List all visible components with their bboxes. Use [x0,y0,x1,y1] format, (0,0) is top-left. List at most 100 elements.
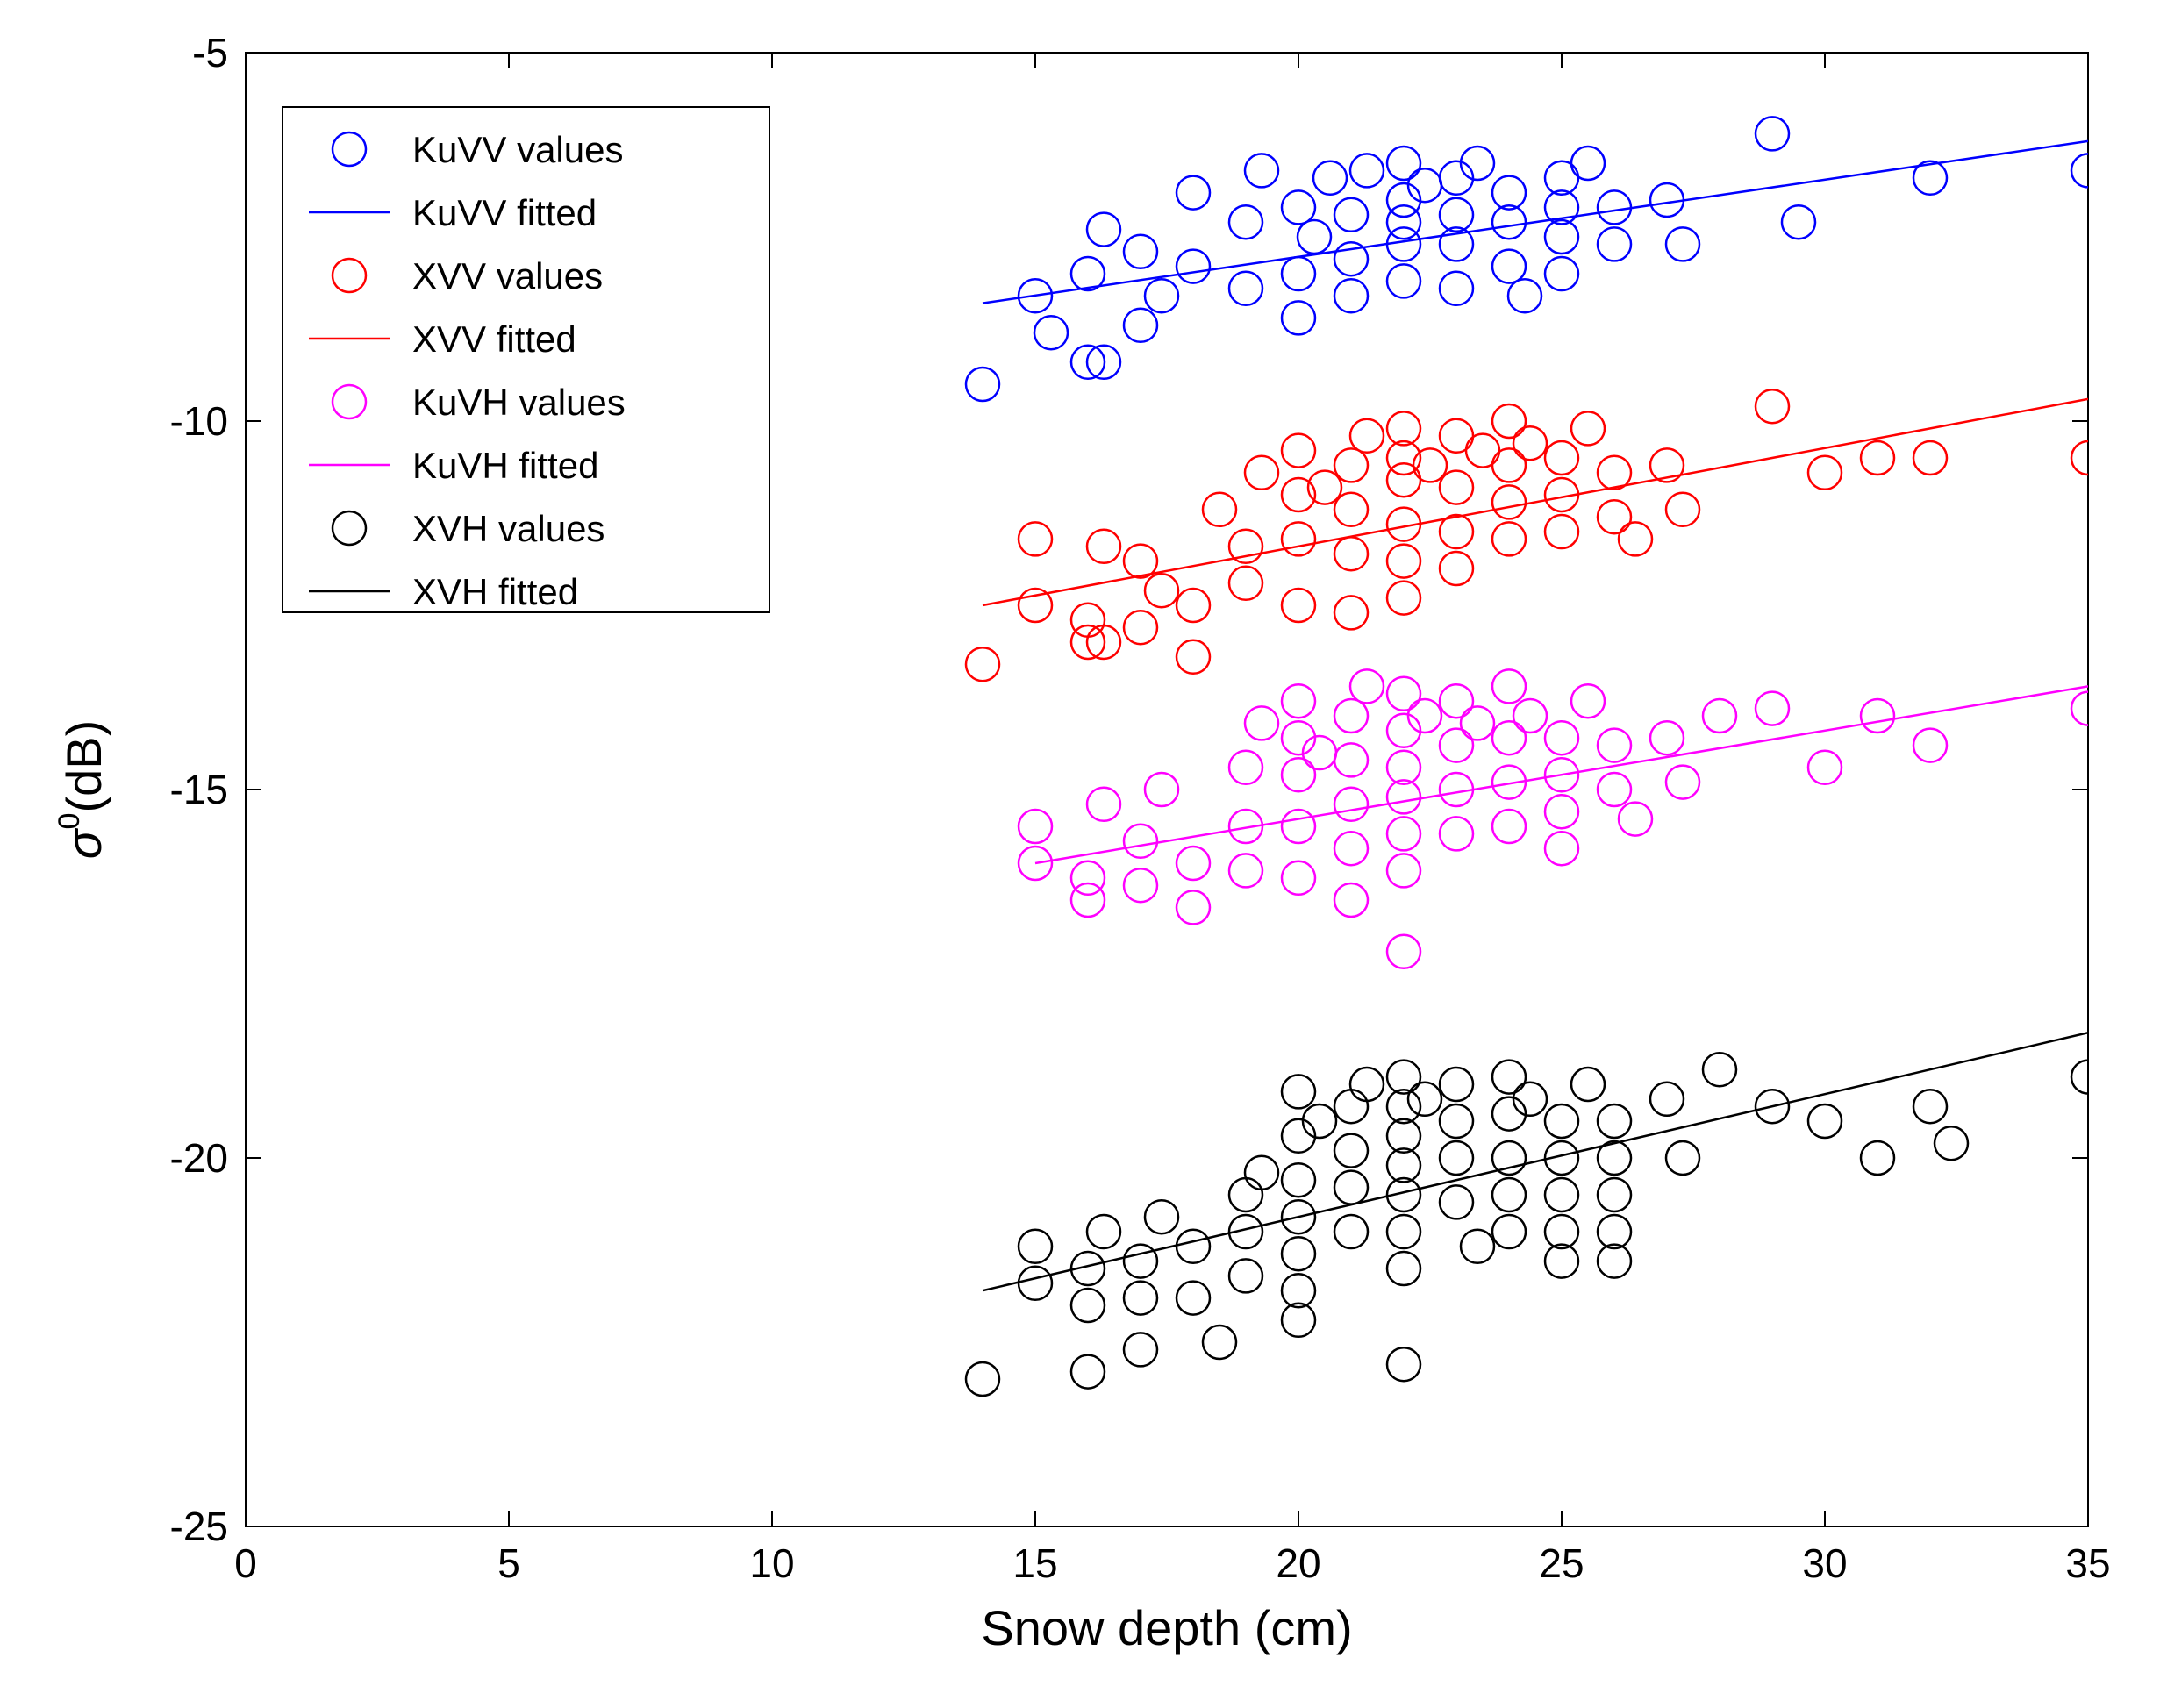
marker-KuVV [1492,176,1526,210]
marker-XVH [1598,1104,1631,1138]
legend-label: KuVH fitted [412,445,598,486]
scatter-chart: 05101520253035-25-20-15-10-5Snow depth (… [0,0,2160,1708]
marker-KuVH [1492,669,1526,703]
marker-KuVV [1282,190,1315,224]
marker-KuVV [1145,279,1178,312]
marker-XVH [1203,1326,1236,1359]
marker-XVH [1387,1119,1420,1153]
marker-XVH [1177,1230,1210,1263]
fit-line-KuVH [1035,686,2088,863]
marker-KuVV [966,368,999,401]
marker-KuVH [1387,677,1420,711]
marker-KuVH [1598,729,1631,762]
marker-XVV [1387,545,1420,578]
marker-XVH [1545,1215,1578,1248]
marker-KuVH [1440,684,1473,718]
marker-KuVV [1508,279,1541,312]
marker-KuVH [1177,890,1210,924]
marker-XVH [1282,1274,1315,1307]
marker-KuVH [1387,780,1420,813]
marker-KuVH [1756,692,1789,725]
marker-XVV [1334,596,1368,629]
marker-XVH [1334,1090,1368,1123]
marker-XVH [1598,1178,1631,1211]
marker-XVV [1124,611,1157,644]
marker-XVV [1440,419,1473,453]
marker-XVV [1492,404,1526,438]
marker-XVH [1124,1282,1157,1315]
marker-KuVV [1298,220,1331,254]
marker-KuVH [1387,854,1420,887]
marker-KuVH [1492,721,1526,754]
marker-XVH [1808,1104,1842,1138]
marker-XVH [1571,1068,1605,1101]
marker-KuVV [1492,205,1526,239]
fit-line-XVV [983,399,2088,605]
marker-XVV [1282,522,1315,555]
marker-KuVH [1387,817,1420,850]
marker-XVH [1440,1185,1473,1218]
marker-KuVH [1087,788,1120,821]
x-tick-label: 30 [1802,1540,1847,1586]
marker-XVV [1282,434,1315,468]
marker-XVV [1619,522,1652,555]
marker-KuVV [1334,198,1368,232]
marker-KuVH [1861,699,1894,733]
marker-XVV [1466,434,1499,468]
marker-XVV [1087,530,1120,563]
marker-KuVH [1334,788,1368,821]
marker-XVV [1282,589,1315,622]
marker-KuVH [1703,699,1736,733]
marker-XVH [1282,1075,1315,1108]
y-tick-label: -25 [170,1504,228,1549]
marker-XVH [1387,1252,1420,1285]
marker-KuVH [1913,729,1947,762]
marker-XVH [1440,1068,1473,1101]
marker-XVH [1545,1178,1578,1211]
marker-XVV [1387,582,1420,615]
marker-XVH [1245,1156,1278,1190]
legend-label: KuVV values [412,129,623,170]
marker-XVH [1019,1267,1052,1300]
legend-label: XVV fitted [412,318,576,360]
marker-XVH [1387,1061,1420,1094]
marker-XVH [1177,1282,1210,1315]
marker-XVH [1861,1141,1894,1175]
marker-KuVV [1598,190,1631,224]
marker-XVV [1756,389,1789,423]
marker-XVV [1203,493,1236,526]
x-tick-label: 35 [2065,1540,2110,1586]
marker-XVH [1703,1053,1736,1086]
marker-KuVV [1545,220,1578,254]
marker-XVV [1334,493,1368,526]
marker-KuVH [1513,699,1547,733]
marker-XVH [1461,1230,1494,1263]
marker-KuVH [1334,699,1368,733]
x-tick-label: 15 [1012,1540,1057,1586]
plot-content [966,117,2105,1396]
marker-XVH [1545,1104,1578,1138]
marker-XVH [1492,1178,1526,1211]
marker-KuVV [1282,301,1315,334]
marker-XVV [1387,463,1420,497]
marker-KuVH [1334,832,1368,865]
marker-XVH [1545,1245,1578,1278]
chart-svg: 05101520253035-25-20-15-10-5Snow depth (… [0,0,2160,1708]
marker-KuVV [1387,264,1420,297]
marker-XVV [1177,640,1210,674]
marker-KuVH [1229,854,1262,887]
marker-KuVH [1282,861,1315,895]
marker-XVH [1229,1259,1262,1292]
x-axis-label: Snow depth (cm) [981,1600,1352,1655]
marker-XVH [1334,1171,1368,1204]
marker-XVH [1666,1141,1699,1175]
marker-XVH [1124,1245,1157,1278]
marker-XVH [1282,1304,1315,1337]
marker-XVH [1071,1289,1105,1322]
legend-label: KuVV fitted [412,192,597,233]
marker-KuVH [1124,868,1157,902]
marker-KuVV [1598,227,1631,261]
marker-KuVV [1177,250,1210,283]
marker-KuVH [1145,773,1178,806]
marker-XVV [1145,574,1178,607]
